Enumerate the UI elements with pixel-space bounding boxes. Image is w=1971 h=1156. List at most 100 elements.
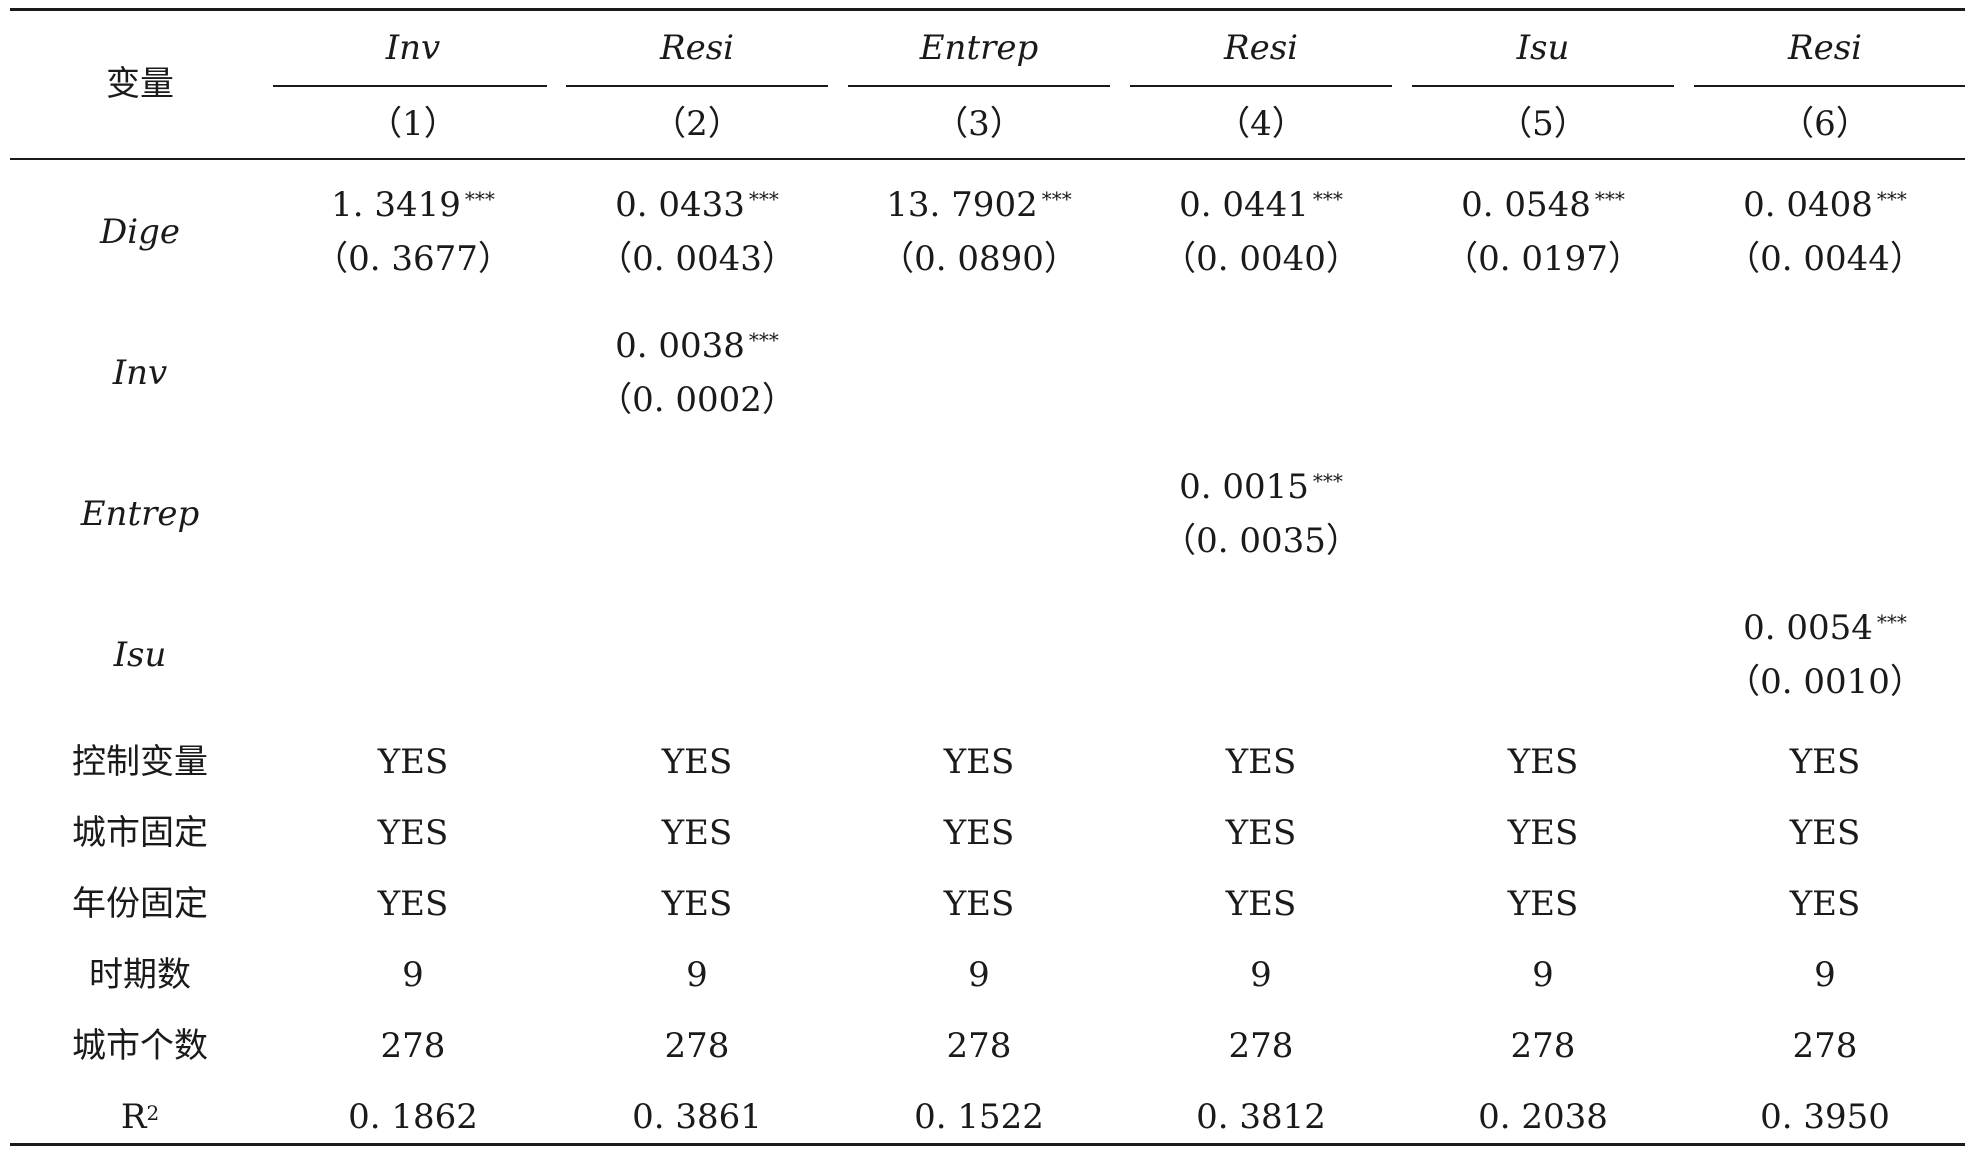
coef-dige-1: 1. 3419 *** (273, 185, 553, 225)
header-rule (10, 158, 1965, 160)
cities-5: 278 (1510, 1026, 1576, 1066)
controls-2: YES (661, 742, 733, 782)
periods-5: 9 (1532, 955, 1554, 995)
significance-stars: *** (1876, 610, 1907, 634)
periods-4: 9 (1250, 955, 1272, 995)
se-isu-6: （0. 0010） (1726, 662, 1924, 702)
coef-dige-6: 0. 0408 *** (1685, 185, 1965, 225)
controls-3: YES (943, 742, 1015, 782)
coef-value: 0. 0054 (1743, 608, 1873, 648)
coef-entrep-4: 0. 0015 *** (1121, 467, 1401, 507)
r2-superscript: 2 (146, 1101, 160, 1125)
city-fe-6: YES (1789, 813, 1861, 853)
row-label-year-fe: 年份固定 (72, 884, 208, 924)
col6-number: （6） (1780, 104, 1870, 144)
col2-header: Resi (659, 28, 735, 68)
r2-base: R (120, 1097, 147, 1137)
controls-6: YES (1789, 742, 1861, 782)
periods-2: 9 (686, 955, 708, 995)
top-rule (10, 8, 1965, 11)
se-dige-1: （0. 3677） (314, 239, 512, 279)
cities-4: 278 (1228, 1026, 1294, 1066)
row-label-periods: 时期数 (89, 955, 191, 995)
se-dige-2: （0. 0043） (598, 239, 796, 279)
significance-stars: *** (748, 187, 779, 211)
coef-value: 13. 7902 (886, 185, 1038, 225)
coef-value: 0. 0441 (1179, 185, 1309, 225)
row-label-entrep: Entrep (80, 494, 200, 534)
variable-header: 变量 (106, 64, 174, 104)
coef-value: 0. 0038 (615, 326, 745, 366)
se-dige-5: （0. 0197） (1444, 239, 1642, 279)
coef-dige-4: 0. 0441 *** (1121, 185, 1401, 225)
significance-stars: *** (1041, 187, 1072, 211)
year-fe-2: YES (661, 884, 733, 924)
col6-header: Resi (1787, 28, 1863, 68)
significance-stars: *** (1312, 469, 1343, 493)
coef-dige-3: 13. 7902 *** (839, 185, 1119, 225)
row-label-inv: Inv (112, 353, 168, 393)
periods-1: 9 (402, 955, 424, 995)
row-label-cities: 城市个数 (72, 1026, 208, 1066)
significance-stars: *** (464, 187, 495, 211)
significance-stars: *** (1876, 187, 1907, 211)
col1-number: （1） (368, 104, 458, 144)
r2-3: 0. 1522 (914, 1097, 1044, 1137)
cities-6: 278 (1792, 1026, 1858, 1066)
coef-value: 1. 3419 (331, 185, 461, 225)
r2-5: 0. 2038 (1478, 1097, 1608, 1137)
row-label-controls: 控制变量 (72, 742, 208, 782)
periods-3: 9 (968, 955, 990, 995)
row-label-r2: R2 (20, 1097, 260, 1137)
coef-value: 0. 0015 (1179, 467, 1309, 507)
col5-header: Isu (1516, 28, 1570, 68)
city-fe-2: YES (661, 813, 733, 853)
bottom-rule (10, 1143, 1965, 1146)
cities-2: 278 (664, 1026, 730, 1066)
r2-6: 0. 3950 (1760, 1097, 1890, 1137)
city-fe-3: YES (943, 813, 1015, 853)
city-fe-4: YES (1225, 813, 1297, 853)
col4-header: Resi (1223, 28, 1299, 68)
col4-underline (1130, 85, 1392, 87)
se-dige-4: （0. 0040） (1162, 239, 1360, 279)
cities-3: 278 (946, 1026, 1012, 1066)
city-fe-5: YES (1507, 813, 1579, 853)
col1-header: Inv (385, 28, 441, 68)
r2-1: 0. 1862 (348, 1097, 478, 1137)
city-fe-1: YES (377, 813, 449, 853)
se-dige-3: （0. 0890） (880, 239, 1078, 279)
coef-dige-2: 0. 0433 *** (557, 185, 837, 225)
col4-number: （4） (1216, 104, 1306, 144)
se-inv-2: （0. 0002） (598, 380, 796, 420)
row-label-isu: Isu (113, 635, 167, 675)
se-entrep-4: （0. 0035） (1162, 521, 1360, 561)
col5-underline (1412, 85, 1674, 87)
coef-value: 0. 0408 (1743, 185, 1873, 225)
col3-header: Entrep (919, 28, 1039, 68)
coef-value: 0. 0548 (1461, 185, 1591, 225)
year-fe-1: YES (377, 884, 449, 924)
r2-2: 0. 3861 (632, 1097, 762, 1137)
row-label-dige: Dige (99, 212, 181, 252)
col6-underline (1694, 85, 1965, 87)
coef-value: 0. 0433 (615, 185, 745, 225)
coef-dige-5: 0. 0548 *** (1403, 185, 1683, 225)
col2-underline (566, 85, 828, 87)
significance-stars: *** (748, 328, 779, 352)
cities-1: 278 (380, 1026, 446, 1066)
col1-underline (273, 85, 547, 87)
controls-1: YES (377, 742, 449, 782)
coef-isu-6: 0. 0054 *** (1685, 608, 1965, 648)
coef-inv-2: 0. 0038 *** (557, 326, 837, 366)
r2-4: 0. 3812 (1196, 1097, 1326, 1137)
col3-number: （3） (934, 104, 1024, 144)
col5-number: （5） (1498, 104, 1588, 144)
se-dige-6: （0. 0044） (1726, 239, 1924, 279)
year-fe-3: YES (943, 884, 1015, 924)
periods-6: 9 (1814, 955, 1836, 995)
significance-stars: *** (1594, 187, 1625, 211)
row-label-city-fe: 城市固定 (72, 813, 208, 853)
year-fe-5: YES (1507, 884, 1579, 924)
